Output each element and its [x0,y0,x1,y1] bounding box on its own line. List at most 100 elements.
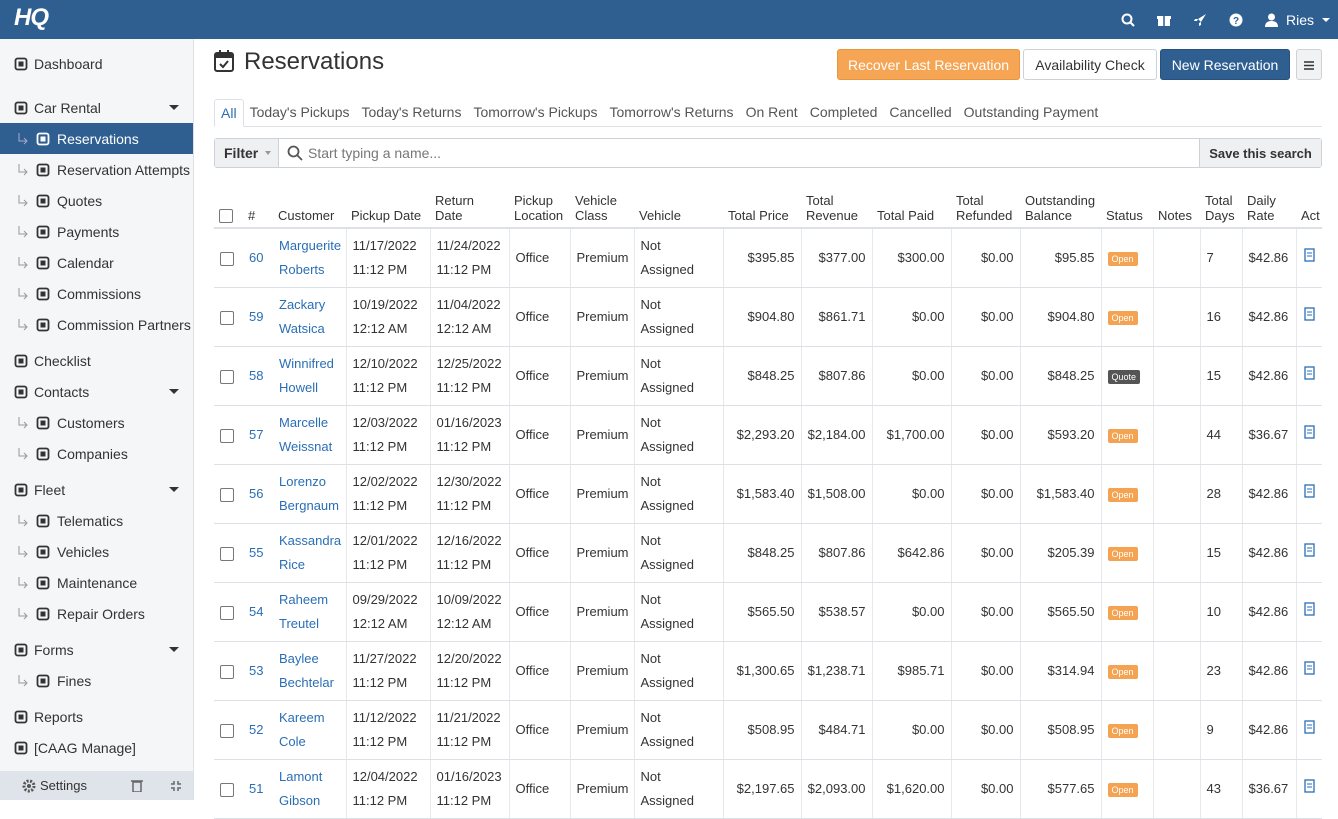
checkbox[interactable] [220,369,234,384]
nav-icon [36,256,50,269]
action-icon[interactable] [1303,484,1317,498]
nav-subitem[interactable]: Companies [0,438,193,469]
nav-item[interactable]: Car Rental [0,92,193,123]
column-header: Return Date [430,192,509,229]
recover-button[interactable]: Recover Last Reservation [837,49,1020,80]
cell: Premium [569,405,634,465]
reservation-id[interactable]: 52 [249,722,264,737]
gift-icon[interactable] [1156,13,1171,27]
checkbox[interactable] [220,310,234,325]
tab[interactable]: Today's Pickups [249,104,350,120]
reservation-id[interactable]: 59 [249,309,264,324]
search-icon[interactable] [1121,13,1135,27]
reservation-id[interactable]: 60 [249,250,264,265]
cell: $848.25 [722,346,801,406]
customer-link[interactable]: Zackary Watsica [279,297,326,336]
rocket-icon[interactable] [1193,13,1207,27]
menu-button[interactable] [1296,49,1322,80]
action-icon[interactable] [1303,425,1317,439]
nav-subitem[interactable]: Customers [0,407,193,438]
checkbox[interactable] [220,664,234,679]
customer-link[interactable]: Kassandra Rice [279,533,342,572]
tab[interactable]: On Rent [745,104,798,120]
customer-link[interactable]: Winnifred Howell [279,356,334,395]
nav-subitem[interactable]: Reservations [0,123,193,154]
nav-item[interactable]: Reports [0,701,193,732]
action-icon[interactable] [1303,543,1317,557]
action-icon[interactable] [1303,248,1317,262]
nav-item[interactable]: Dashboard [0,48,193,79]
action-icon[interactable] [1303,779,1317,793]
tab[interactable]: Tomorrow's Pickups [473,104,598,120]
new-reservation-button[interactable]: New Reservation [1160,49,1290,80]
cell-text: $0.00 [911,368,945,383]
customer-link[interactable]: Marcelle Weissnat [279,415,333,454]
nav-subitem[interactable]: Repair Orders [0,598,193,629]
nav-item[interactable]: [CAAG Manage] [0,732,193,763]
checkbox[interactable] [220,428,234,443]
nav-subitem[interactable]: Quotes [0,185,193,216]
nav-subitem[interactable]: Payments [0,216,193,247]
settings-link[interactable]: Settings [40,778,87,793]
cell-text: $0.00 [980,545,1014,560]
nav-item[interactable]: Contacts [0,376,193,407]
tab[interactable]: Outstanding Payment [963,104,1099,120]
nav-subitem[interactable]: Maintenance [0,567,193,598]
nav-subitem[interactable]: Commissions [0,278,193,309]
cell-text: Not Assigned [640,238,694,277]
nav-subitem[interactable]: Calendar [0,247,193,278]
customer-link[interactable]: Lorenzo Bergnaum [279,474,339,513]
checkbox[interactable] [220,782,234,797]
nav-subitem[interactable]: Commission Partners [0,309,193,340]
nav-subitem[interactable]: Fines [0,665,193,696]
tab[interactable]: Tomorrow's Returns [609,104,734,120]
reservation-id[interactable]: 54 [249,604,264,619]
search-input[interactable]: Start typing a name... [279,139,1199,167]
nav-item[interactable]: Forms [0,634,193,665]
checkbox[interactable] [220,487,234,502]
filter-dropdown[interactable]: Filter [215,139,279,167]
reservation-id[interactable]: 51 [249,781,264,796]
cell: Zackary Watsica [273,287,346,347]
tab[interactable]: Cancelled [889,104,952,120]
checkbox[interactable] [219,209,233,223]
nav-item[interactable]: Checklist [0,345,193,376]
nav-subitem[interactable]: Reservation Attempts [0,154,193,185]
action-icon[interactable] [1303,307,1317,321]
checkbox[interactable] [220,605,234,620]
nav-subitem[interactable]: Vehicles [0,536,193,567]
customer-link[interactable]: Kareem Cole [279,710,325,749]
checkbox[interactable] [220,251,234,266]
reservation-id[interactable]: 56 [249,486,264,501]
cell-text: $42.86 [1248,663,1289,678]
action-icon[interactable] [1303,602,1317,616]
checkbox[interactable] [220,723,234,738]
customer-link[interactable]: Baylee Bechtelar [279,651,334,690]
tab[interactable]: Completed [809,104,878,120]
action-icon[interactable] [1303,366,1317,380]
checkbox[interactable] [220,546,234,561]
nav-item[interactable]: Fleet [0,474,193,505]
action-icon[interactable] [1303,661,1317,675]
reservation-id[interactable]: 58 [249,368,264,383]
action-icon[interactable] [1303,720,1317,734]
tab[interactable]: All [214,99,244,127]
reservation-id[interactable]: 57 [249,427,264,442]
customer-link[interactable]: Lamont Gibson [279,769,323,808]
customer-link[interactable]: Raheem Treutel [279,592,329,631]
availability-button[interactable]: Availability Check [1023,49,1157,80]
cell: 7 [1199,228,1242,288]
table-row: 52 Kareem Cole 11/12/2022 11:12 PM 11/21/20… [214,700,1322,760]
reservation-id[interactable]: 53 [249,663,264,678]
trash-icon[interactable] [130,779,143,792]
sub-arrow [18,287,28,299]
user-menu[interactable]: Ries [1264,12,1330,28]
logo[interactable]: HQ [14,4,49,31]
nav-subitem[interactable]: Telematics [0,505,193,536]
tab[interactable]: Today's Returns [361,104,462,120]
collapse-icon[interactable] [170,780,182,792]
help-icon[interactable]: ? [1229,13,1243,27]
customer-link[interactable]: Marguerite Roberts [279,238,342,277]
save-search-button[interactable]: Save this search [1199,139,1321,167]
reservation-id[interactable]: 55 [249,545,264,560]
